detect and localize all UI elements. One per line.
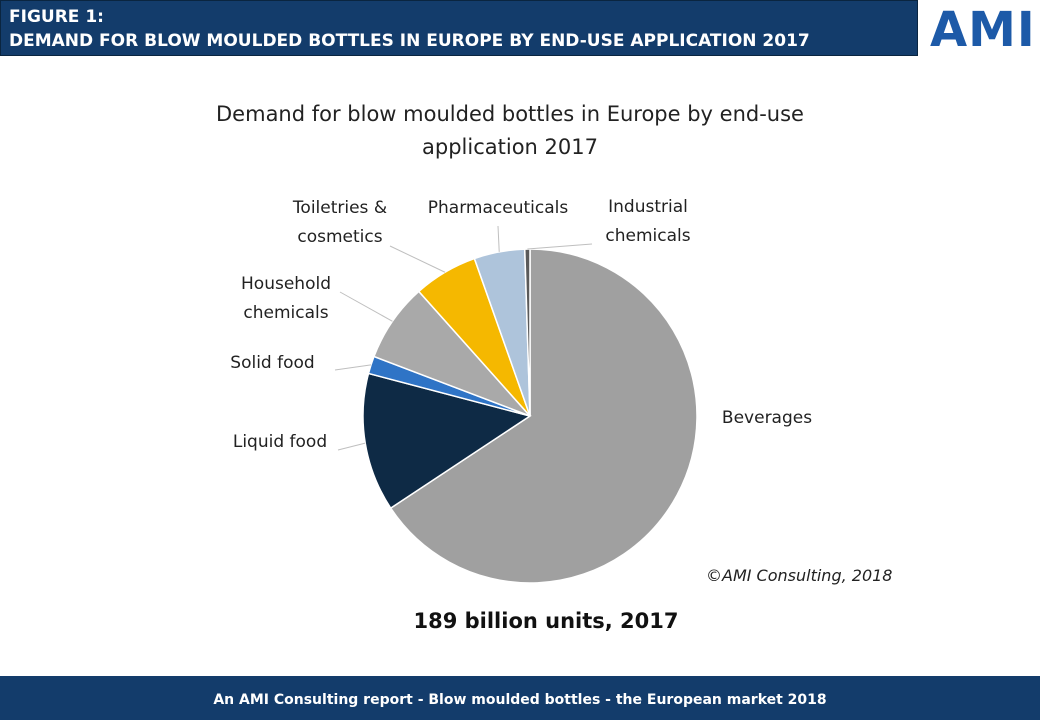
logo: AMI [930, 2, 1036, 58]
slice-label: Solid food [230, 353, 315, 373]
slice-label: Toiletries & cosmetics [292, 198, 388, 247]
leader-line [339, 291, 393, 322]
leader-line [389, 245, 446, 273]
chart-title: Demand for blow moulded bottles in Europ… [216, 102, 804, 159]
leader-line [337, 442, 366, 451]
footer: An AMI Consulting report - Blow moulded … [0, 676, 1040, 720]
figure-number: FIGURE 1: [9, 7, 104, 27]
pie-slice [389, 248, 698, 584]
figure-title: DEMAND FOR BLOW MOULDED BOTTLES IN EUROP… [9, 31, 810, 51]
slice-label: Pharmaceuticals [427, 198, 569, 218]
header: FIGURE 1: DEMAND FOR BLOW MOULDED BOTTLE… [0, 0, 918, 56]
slice-label: Industrial chemicals [605, 197, 691, 246]
slice-label: Liquid food [232, 432, 328, 452]
leader-line [527, 243, 593, 250]
slice-label: Household chemicals [241, 274, 331, 323]
leader-line [334, 364, 372, 371]
pie-slice [362, 372, 532, 510]
source: ©AMI Consulting, 2018 [706, 566, 893, 585]
total: 189 billion units, 2017 [413, 609, 679, 633]
slice-label: Beverages [721, 408, 813, 428]
leader-line [497, 225, 500, 252]
